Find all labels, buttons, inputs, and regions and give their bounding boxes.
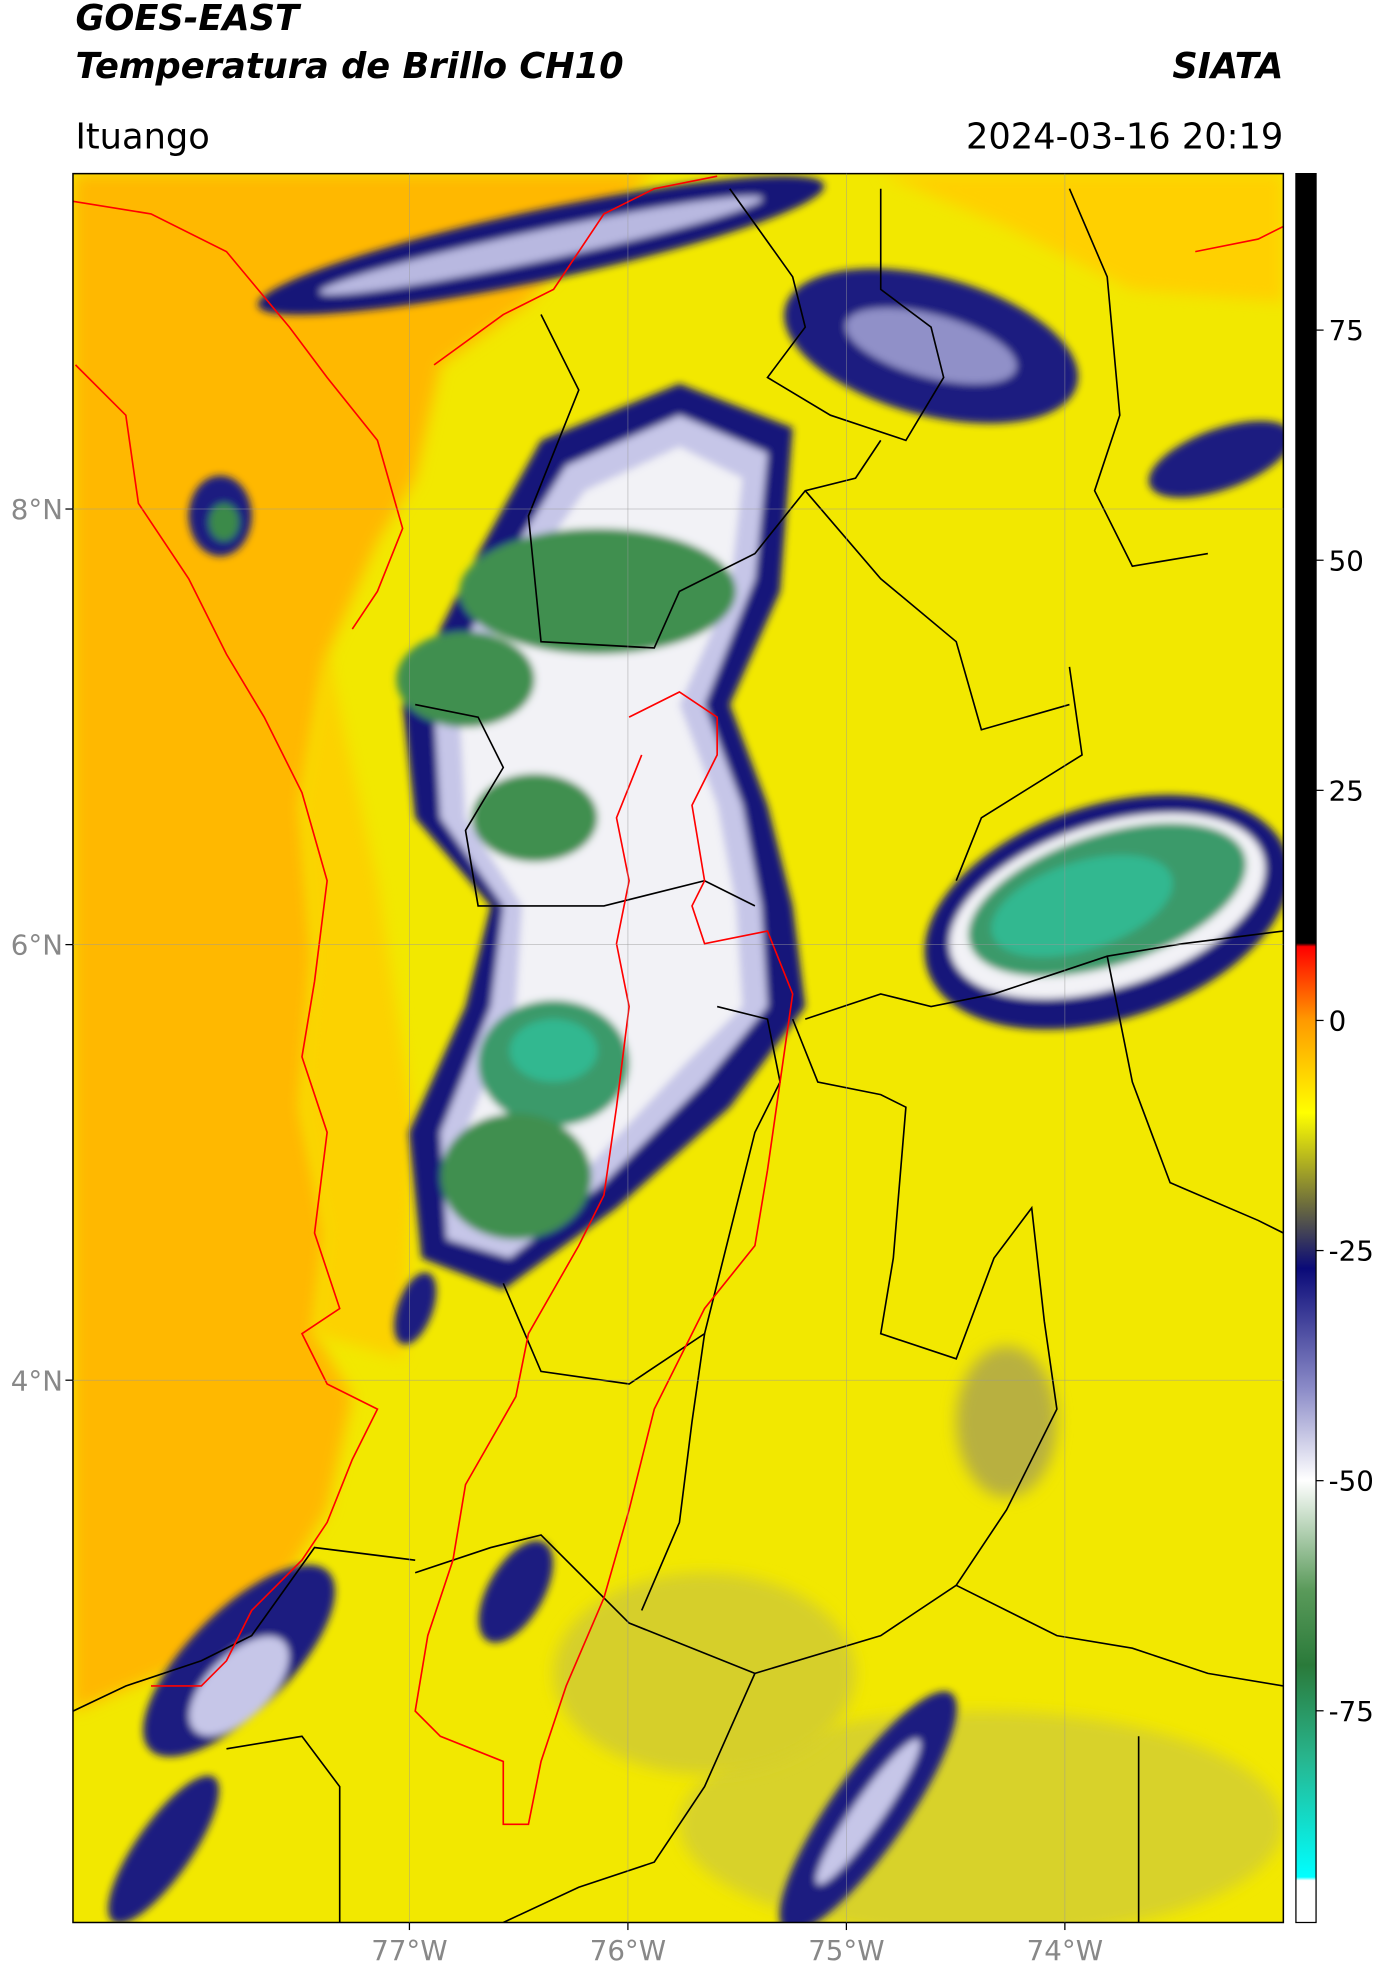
timestamp: 2024-03-16 20:19 xyxy=(966,116,1283,157)
colorbar-tick-label: 0 xyxy=(1329,1005,1347,1038)
colorbar-tick-label: 75 xyxy=(1329,314,1364,347)
x-tick-label: 76°W xyxy=(590,1934,666,1967)
map-frame xyxy=(72,172,1285,1924)
x-tick-label: 74°W xyxy=(1027,1934,1103,1967)
colorbar xyxy=(1295,172,1317,1924)
colorbar-tick-label: 25 xyxy=(1329,774,1364,807)
colorbar-tick-label: -75 xyxy=(1329,1695,1374,1728)
location: Ituango xyxy=(75,116,209,157)
colorbar-tick-label: -50 xyxy=(1329,1465,1374,1498)
y-tick-label: 8°N xyxy=(11,493,63,526)
title-line1: GOES-EAST xyxy=(75,0,302,39)
y-tick-label: 6°N xyxy=(11,929,63,962)
agency: SIATA xyxy=(1172,46,1283,87)
x-tick-label: 75°W xyxy=(808,1934,884,1967)
colorbar-tick-label: -25 xyxy=(1329,1235,1374,1268)
x-tick-label: 77°W xyxy=(371,1934,447,1967)
y-tick-label: 4°N xyxy=(11,1364,63,1397)
colorbar-tick-label: 50 xyxy=(1329,544,1364,577)
map-imagery xyxy=(72,173,1284,1923)
title-line2: Temperatura de Brillo CH10 xyxy=(75,46,623,87)
